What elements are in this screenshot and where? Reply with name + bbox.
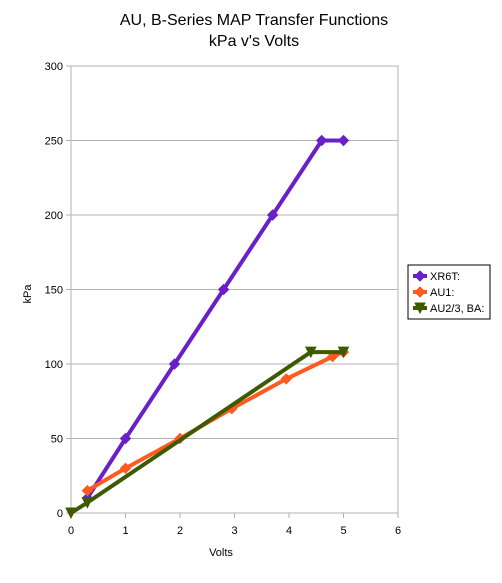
y-axis-label: kPa bbox=[22, 284, 34, 304]
data-point bbox=[119, 432, 132, 445]
data-point bbox=[217, 283, 230, 296]
legend-swatch-marker bbox=[414, 302, 426, 315]
series-group bbox=[81, 134, 350, 504]
x-tick-label: 5 bbox=[340, 525, 346, 537]
data-point bbox=[65, 507, 77, 520]
axes: 0 50 100 150 200 250 300 0 1 2 3 4 5 6 bbox=[45, 61, 401, 537]
legend-label: XR6T: bbox=[430, 271, 460, 283]
chart-subtitle: kPa v's Volts bbox=[209, 33, 299, 50]
y-tick-label: 250 bbox=[45, 136, 63, 148]
y-tick-label: 200 bbox=[45, 210, 63, 222]
y-tick-label: 300 bbox=[45, 61, 63, 73]
y-tick-label: 0 bbox=[57, 508, 63, 520]
y-tick-label: 150 bbox=[45, 285, 63, 297]
x-tick-label: 6 bbox=[395, 525, 401, 537]
x-tick-label: 0 bbox=[68, 525, 74, 537]
series bbox=[65, 134, 350, 520]
legend: XR6T: AU1: AU2/3, BA: bbox=[407, 264, 491, 320]
data-point bbox=[81, 497, 94, 509]
x-tick-label: 1 bbox=[122, 525, 128, 537]
data-point bbox=[337, 346, 350, 359]
data-point bbox=[81, 484, 94, 497]
chart-title: AU, B-Series MAP Transfer Functions bbox=[120, 12, 388, 29]
data-point bbox=[304, 346, 317, 359]
data-point bbox=[315, 134, 328, 147]
series-line bbox=[69, 350, 344, 515]
y-tick-label: 100 bbox=[45, 359, 63, 371]
x-tick-label: 4 bbox=[286, 525, 292, 537]
legend-label: AU2/3, BA: bbox=[430, 303, 484, 315]
legend-label: AU1: bbox=[430, 287, 454, 299]
data-point bbox=[119, 462, 132, 475]
data-point bbox=[337, 134, 350, 147]
data-point bbox=[266, 209, 279, 221]
series-group bbox=[65, 346, 350, 520]
legend-swatch-marker bbox=[414, 286, 426, 298]
legend-swatch-marker bbox=[414, 270, 426, 282]
x-tick-label: 2 bbox=[177, 525, 183, 537]
grid bbox=[71, 140, 398, 439]
x-axis-label: Volts bbox=[209, 547, 233, 559]
series-group bbox=[81, 346, 350, 497]
y-tick-label: 50 bbox=[51, 434, 63, 446]
data-point bbox=[280, 373, 292, 385]
data-point bbox=[168, 358, 181, 370]
series-line bbox=[85, 138, 344, 500]
x-tick-label: 3 bbox=[231, 525, 237, 537]
